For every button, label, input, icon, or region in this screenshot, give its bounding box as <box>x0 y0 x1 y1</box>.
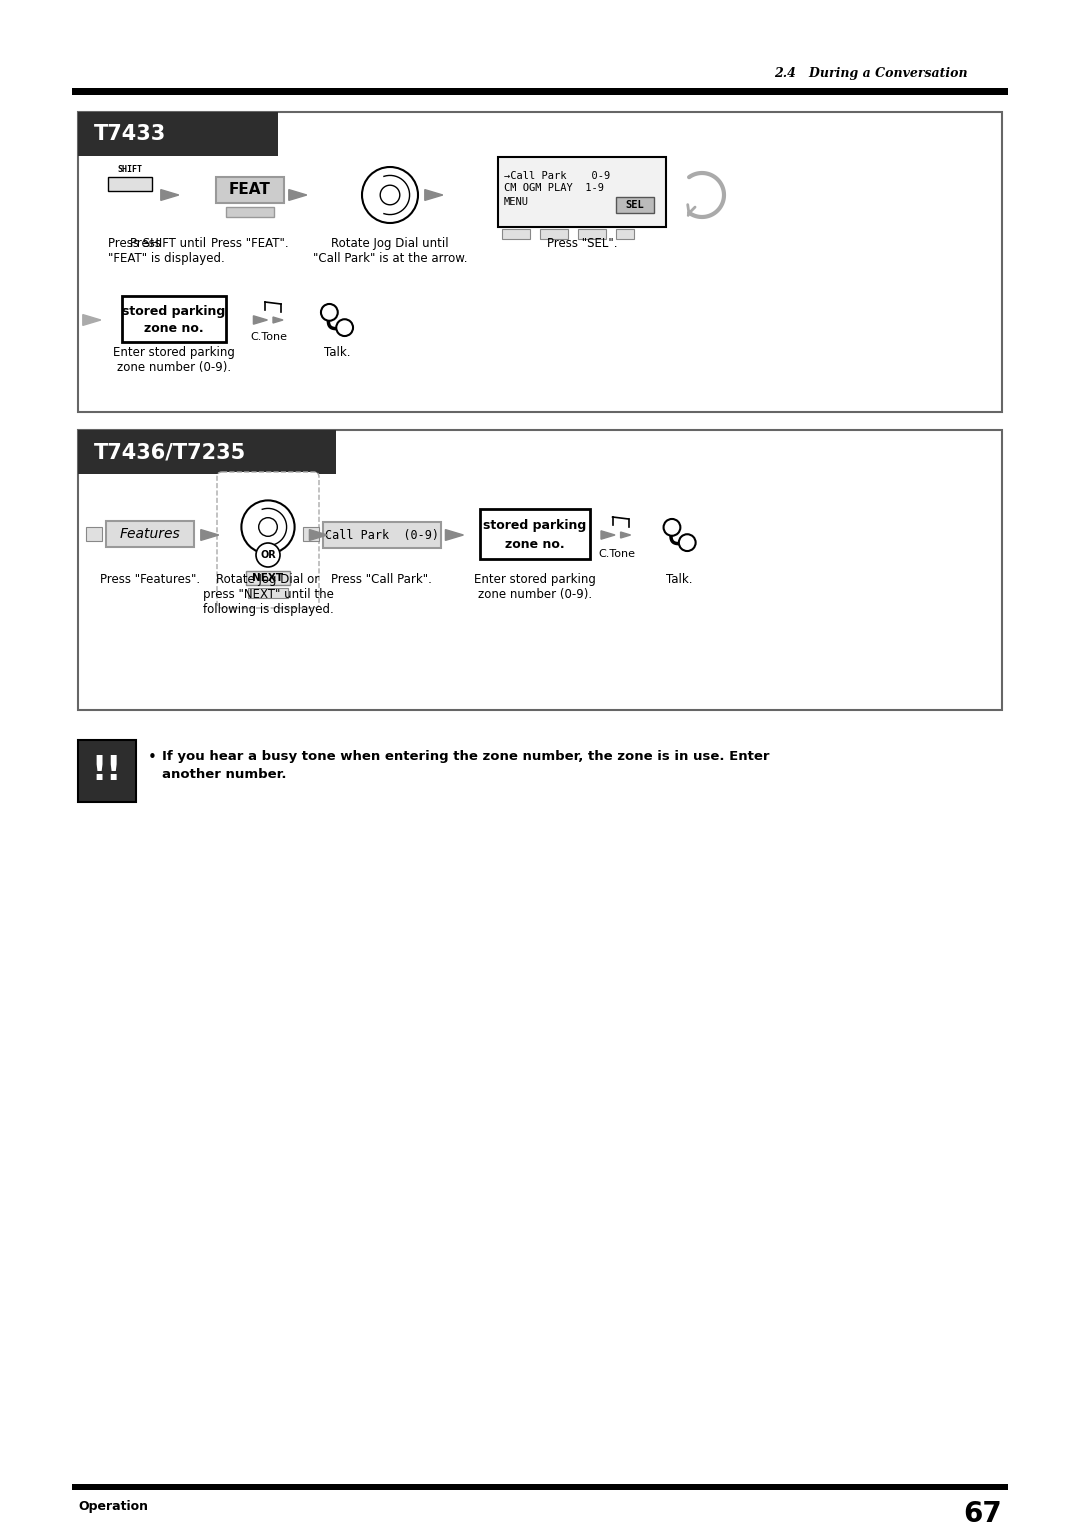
Bar <box>216 177 284 203</box>
Bar <box>122 296 226 342</box>
Bar <box>78 112 1002 413</box>
Text: NEXT: NEXT <box>253 573 284 584</box>
Bar <box>248 588 288 597</box>
Bar <box>78 429 336 474</box>
Text: zone no.: zone no. <box>504 538 565 550</box>
Text: another number.: another number. <box>162 769 286 781</box>
Polygon shape <box>445 530 463 541</box>
Text: Press "FEAT".: Press "FEAT". <box>212 237 288 251</box>
Text: Features: Features <box>120 527 180 541</box>
Text: T7436/T7235: T7436/T7235 <box>94 442 246 461</box>
Text: Talk.: Talk. <box>666 573 693 587</box>
Bar <box>78 740 136 802</box>
Text: stored parking: stored parking <box>122 304 226 318</box>
Polygon shape <box>288 189 307 200</box>
Text: Press "Call Park".: Press "Call Park". <box>332 573 432 587</box>
Bar <box>540 229 568 238</box>
Text: 67: 67 <box>963 1500 1002 1528</box>
Bar <box>106 521 194 547</box>
Text: Enter stored parking: Enter stored parking <box>113 345 235 359</box>
Bar <box>480 509 590 559</box>
Text: Operation: Operation <box>78 1500 148 1513</box>
Text: C.Tone: C.Tone <box>598 549 635 559</box>
Polygon shape <box>273 316 283 322</box>
Bar <box>78 112 278 156</box>
Bar <box>616 229 634 238</box>
Circle shape <box>242 500 295 553</box>
Text: SEL: SEL <box>625 200 645 209</box>
Text: If you hear a busy tone when entering the zone number, the zone is in use. Enter: If you hear a busy tone when entering th… <box>162 750 769 762</box>
Text: "FEAT" is displayed.: "FEAT" is displayed. <box>108 252 225 264</box>
Bar <box>323 523 441 549</box>
Text: SHIFT: SHIFT <box>118 165 143 174</box>
Polygon shape <box>309 530 327 541</box>
Text: Rotate Jog Dial until: Rotate Jog Dial until <box>332 237 449 251</box>
Bar <box>72 89 1008 95</box>
Text: MENU: MENU <box>504 197 529 206</box>
Text: T7433: T7433 <box>94 124 166 144</box>
Circle shape <box>259 518 278 536</box>
Polygon shape <box>621 532 631 538</box>
Text: Press SHIFT until: Press SHIFT until <box>108 237 206 251</box>
Circle shape <box>321 304 338 321</box>
Bar <box>72 1484 1008 1490</box>
Text: Press "SEL".: Press "SEL". <box>546 237 618 251</box>
Text: •: • <box>148 750 157 766</box>
Bar <box>616 197 654 212</box>
Circle shape <box>256 542 280 567</box>
Text: Press "Features".: Press "Features". <box>100 573 200 587</box>
Circle shape <box>336 319 353 336</box>
Text: Talk.: Talk. <box>324 345 350 359</box>
Text: Call Park  (0-9): Call Park (0-9) <box>325 529 438 541</box>
FancyBboxPatch shape <box>217 472 319 608</box>
Polygon shape <box>254 316 268 324</box>
Text: →Call Park    0-9: →Call Park 0-9 <box>504 171 610 180</box>
Text: following is displayed.: following is displayed. <box>203 604 334 616</box>
Polygon shape <box>424 189 443 200</box>
Bar <box>302 527 319 541</box>
Bar <box>578 229 606 238</box>
Bar <box>108 177 152 191</box>
Polygon shape <box>201 530 219 541</box>
Text: zone no.: zone no. <box>145 321 204 335</box>
Bar <box>502 229 530 238</box>
Polygon shape <box>161 189 179 200</box>
Text: 2.4   During a Conversation: 2.4 During a Conversation <box>774 67 968 79</box>
Circle shape <box>663 520 680 536</box>
Bar <box>78 429 1002 711</box>
Text: FEAT: FEAT <box>229 182 271 197</box>
Text: Press: Press <box>130 237 165 251</box>
Polygon shape <box>600 530 615 539</box>
Text: "Call Park" is at the arrow.: "Call Park" is at the arrow. <box>313 252 468 264</box>
Circle shape <box>679 535 696 552</box>
Text: C.Tone: C.Tone <box>251 332 287 342</box>
Bar <box>86 527 102 541</box>
Text: !!: !! <box>92 755 122 787</box>
Bar <box>498 157 666 228</box>
Bar <box>246 571 291 585</box>
Text: stored parking: stored parking <box>483 520 586 532</box>
Text: press "NEXT" until the: press "NEXT" until the <box>203 588 334 601</box>
Polygon shape <box>83 315 100 325</box>
Circle shape <box>362 167 418 223</box>
Text: zone number (0-9).: zone number (0-9). <box>117 361 231 374</box>
Text: Enter stored parking: Enter stored parking <box>474 573 595 587</box>
Text: OR: OR <box>260 550 275 559</box>
Text: CM OGM PLAY  1-9: CM OGM PLAY 1-9 <box>504 183 604 193</box>
Text: zone number (0-9).: zone number (0-9). <box>477 588 592 601</box>
Text: Rotate Jog Dial or: Rotate Jog Dial or <box>216 573 320 587</box>
Bar <box>226 206 274 217</box>
Circle shape <box>380 185 400 205</box>
